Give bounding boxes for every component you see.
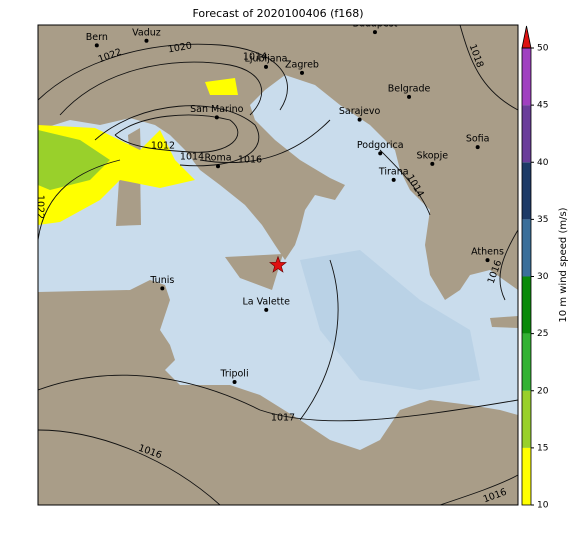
isobar-label: 1016 [238, 155, 262, 166]
colorbar-label: 10 m wind speed (m/s) [558, 207, 569, 322]
city-dot [378, 151, 383, 156]
sicily [225, 254, 283, 290]
city-dot [216, 164, 220, 169]
city-label: Tripoli [220, 368, 249, 379]
city-label: Athens [471, 247, 504, 258]
city-dot [357, 117, 362, 122]
colorbar-extend [521, 25, 532, 49]
wind-shading [38, 130, 110, 190]
city-dot [264, 307, 269, 312]
isobar-label: 1020 [167, 40, 193, 55]
colorbar-segment [522, 333, 531, 391]
crete [490, 316, 518, 328]
city-dot [372, 30, 377, 35]
colorbar-tick-label: 15 [537, 443, 548, 453]
colorbar-segment [522, 105, 531, 163]
city-dot [232, 379, 237, 384]
city-dot [300, 70, 304, 75]
city-dot [475, 145, 480, 150]
colorbar-tick-label: 40 [537, 158, 549, 168]
isobar-label: 1014 [180, 152, 204, 163]
city-dot [94, 43, 99, 48]
city-dot [144, 38, 149, 43]
colorbar-segment [522, 162, 531, 220]
city-label: Sarajevo [339, 106, 381, 117]
colorbar-segment [522, 447, 531, 505]
city-dot [407, 94, 412, 99]
title: Forecast of 2020100406 (f168) [192, 7, 363, 20]
colorbar-tick-label: 45 [537, 101, 548, 111]
city-label: Tirana [378, 166, 409, 177]
city-label: Vaduz [132, 27, 161, 38]
city-label: Ljubljana [245, 53, 288, 64]
isobar-label: 1012 [151, 141, 175, 152]
city-dot [264, 64, 268, 69]
city-label: Belgrade [388, 83, 431, 94]
colorbar-tick-label: 50 [537, 44, 549, 54]
colorbar-tick-label: 35 [537, 215, 548, 225]
isobar-label: 1017 [271, 413, 295, 424]
city-label: San Marino [190, 104, 243, 115]
city-label: Roma [204, 153, 231, 164]
city-dot [430, 161, 435, 166]
colorbar: 10 15 20 25 30 35 40 45 50 [521, 25, 549, 511]
event-star [269, 255, 287, 273]
colorbar-segment [522, 219, 531, 277]
isobar-label: 1022 [35, 195, 46, 219]
isobars [38, 25, 518, 505]
city-label: Tunis [149, 275, 174, 286]
colorbar-tick-label: 20 [537, 386, 549, 396]
city-dot [485, 258, 490, 263]
city-dot [160, 286, 165, 291]
map-frame [37, 24, 519, 506]
city-label: Skopje [417, 150, 449, 161]
city-label: Zagreb [285, 59, 319, 70]
colorbar-segment [522, 276, 531, 334]
city-dot [391, 177, 396, 182]
city-label: Bern [86, 32, 108, 43]
isobar-label: 1014 [243, 52, 267, 63]
city-label: Podgorica [357, 140, 404, 151]
city-label: La Valette [242, 296, 290, 307]
wind-shading [205, 78, 238, 95]
colorbar-segment [522, 390, 531, 448]
city-label: Sofia [466, 134, 490, 145]
colorbar-tick-label: 25 [537, 329, 548, 339]
colorbar-tick-label: 10 [537, 501, 549, 511]
city-label: Budapest [352, 19, 397, 30]
deep-sea [300, 250, 480, 390]
city-dot [214, 115, 219, 120]
colorbar-segment [522, 48, 531, 106]
colorbar-tick-label: 30 [537, 272, 549, 282]
